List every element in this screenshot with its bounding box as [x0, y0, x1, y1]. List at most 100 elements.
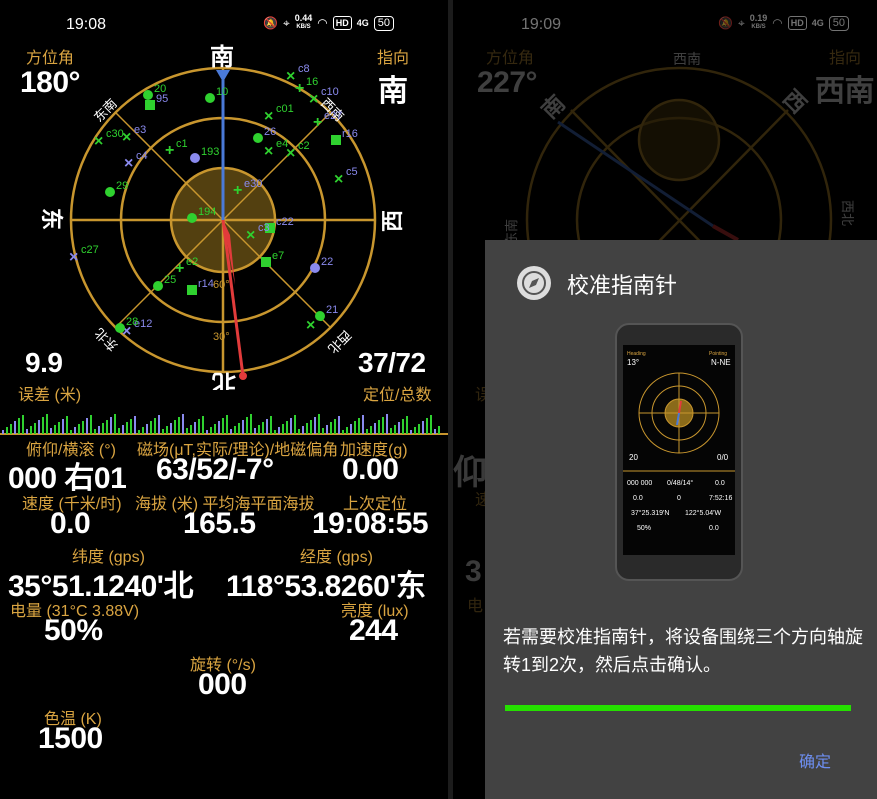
signal-bar [270, 416, 272, 434]
signal-bar [410, 430, 412, 434]
satellite-label: e3 [134, 124, 146, 136]
satellite-label: c10 [321, 86, 339, 98]
signal-bar [342, 430, 344, 434]
satellite-label: 95 [156, 93, 168, 105]
signal-bar [86, 418, 88, 434]
signal-bar [22, 415, 24, 434]
calibration-progress [505, 705, 851, 711]
signal-bar [82, 421, 84, 434]
satellite-label: 194 [198, 206, 216, 218]
battery-value: 50% [44, 614, 103, 647]
satellite-marker [265, 223, 275, 233]
satellite-label: c1 [176, 138, 188, 150]
satellite-marker [115, 323, 125, 333]
satellite-label: 10 [216, 86, 228, 98]
signal-bar [114, 414, 116, 434]
brightness-value: 244 [349, 614, 398, 647]
satellite-marker: × [334, 171, 343, 188]
phone-accel: 0.0 [715, 480, 725, 487]
satellite-marker: × [69, 249, 78, 266]
right-screen: 19:09 🔕 ⌖ 0.19KB/S ◠ HD 4G 50 方位角 227° 指… [453, 0, 877, 799]
signal-bar [218, 421, 220, 434]
signal-bar [290, 418, 292, 434]
signal-bar [174, 420, 176, 434]
satellite-marker [145, 100, 155, 110]
signal-bar [362, 415, 364, 434]
signal-strength-bars [0, 414, 448, 435]
azimuth-label: 方位角 [26, 50, 75, 67]
color-temp-label: 色温 (K) [44, 711, 102, 728]
signal-bar [302, 426, 304, 434]
satellite-label: r16 [342, 128, 358, 140]
accel-label: 加速度(g) [340, 442, 408, 459]
signal-bar [106, 420, 108, 434]
brightness-label: 亮度 (lux) [341, 603, 409, 620]
satellite-label: c5 [346, 166, 358, 178]
accel-value: 0.00 [342, 453, 399, 486]
signal-bar [162, 429, 164, 434]
speed-label: 速度 (千米/时) [22, 496, 122, 513]
phone-batt: 50% [637, 525, 651, 532]
satellite-marker: × [286, 145, 295, 162]
signal-bar [262, 422, 264, 434]
altitude-label: 海拔 (米) 平均海平面海拔 [135, 496, 315, 513]
signal-bar [94, 429, 96, 434]
signal-bar [414, 427, 416, 434]
signal-bar [74, 427, 76, 434]
attitude-label: 俯仰/横滚 (°) [26, 442, 116, 459]
signal-bar [34, 423, 36, 434]
location-icon: ⌖ [282, 15, 290, 30]
compass-icon [517, 266, 551, 300]
phone-illustration: Heading 13° Pointing N-NE 20 0/0 000 000… [615, 323, 743, 581]
signal-bar [250, 414, 252, 434]
signal-bar [394, 425, 396, 434]
signal-bar [386, 414, 388, 434]
fix-label: 定位/总数 [363, 387, 432, 404]
signal-bar [246, 417, 248, 434]
rotation-label: 旋转 (°/s) [190, 657, 256, 674]
satellite-marker [310, 263, 320, 273]
signal-bar [102, 423, 104, 434]
satellite-marker: × [124, 155, 133, 172]
signal-bar [70, 430, 72, 434]
satellite-label: c22 [276, 216, 294, 228]
ok-button[interactable]: 确定 [799, 754, 832, 771]
satellite-marker [261, 257, 271, 267]
signal-bar [418, 424, 420, 434]
satellite-marker: × [122, 323, 131, 340]
fix-value: 37/72 [358, 347, 426, 378]
phone-pitch: 000 000 [627, 480, 652, 487]
signal-bar [426, 418, 428, 434]
signal-icon: 4G [356, 18, 369, 28]
phone-err: 20 [629, 453, 638, 462]
speed-value: 0.0 [50, 507, 91, 540]
signal-bar [358, 418, 360, 434]
satellite-label: 3 [318, 312, 324, 324]
signal-bar [146, 424, 148, 434]
phone-pointing: N-NE [711, 358, 731, 367]
direction-label: 指向 [377, 50, 410, 67]
satellite-label: 21 [326, 304, 338, 316]
satellite-marker: + [175, 260, 184, 277]
satellite-label: e30 [244, 178, 262, 190]
satellite-marker [105, 187, 115, 197]
satellite-label: r14 [198, 278, 214, 290]
signal-bar [58, 422, 60, 434]
signal-bar [10, 424, 12, 434]
longitude-value: 118°53.8260'东 [226, 570, 426, 603]
signal-bar [66, 416, 68, 434]
signal-bar [210, 427, 212, 434]
compass-west: 西 [380, 210, 405, 232]
signal-bar [226, 415, 228, 434]
satellite-marker: × [286, 68, 295, 85]
satellite-marker: × [306, 317, 315, 334]
satellite-marker [153, 281, 163, 291]
azimuth-value: 180° [20, 66, 81, 99]
dialog-message: 若需要校准指南针，将设备围绕三个方向轴旋转1到2次，然后点击确认。 [503, 627, 863, 675]
signal-bar [422, 421, 424, 434]
signal-bar [14, 421, 16, 434]
satellite-marker: × [122, 129, 131, 146]
signal-bar [398, 422, 400, 434]
